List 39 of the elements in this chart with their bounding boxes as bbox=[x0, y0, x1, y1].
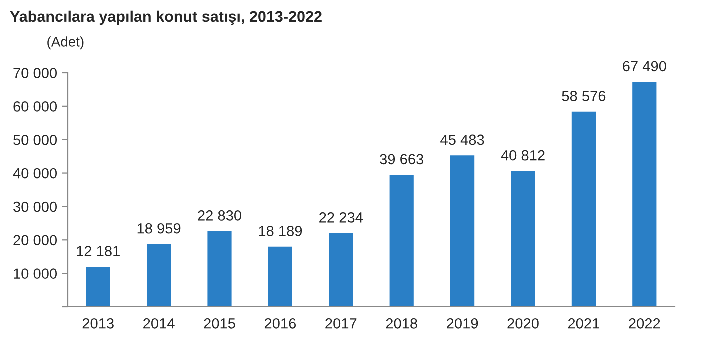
y-tick-label: 40 000 bbox=[13, 168, 58, 179]
data-label: 40 812 bbox=[501, 150, 545, 161]
y-tick-label: 20 000 bbox=[14, 235, 58, 246]
data-label: 18 189 bbox=[259, 226, 302, 236]
bar bbox=[388, 174, 416, 307]
bar bbox=[84, 266, 112, 307]
y-tick-label: 70 000 bbox=[14, 68, 58, 78]
y-tick-label: 30 000 bbox=[14, 202, 58, 212]
x-tick-label: 2015 bbox=[204, 318, 236, 329]
data-label: 22 830 bbox=[198, 210, 242, 221]
x-tick-label: 2014 bbox=[144, 318, 175, 329]
data-label: 18 959 bbox=[138, 223, 181, 234]
y-tick-label: 60 000 bbox=[14, 102, 58, 112]
bar bbox=[146, 242, 172, 307]
data-label: 67 490 bbox=[623, 61, 666, 72]
data-label: 39 663 bbox=[380, 154, 424, 165]
bar bbox=[449, 154, 476, 307]
data-label: 45 483 bbox=[440, 134, 484, 146]
x-tick-label: 2021 bbox=[568, 318, 600, 329]
bar bbox=[206, 230, 234, 307]
x-tick-label: 2019 bbox=[447, 318, 478, 329]
x-tick-label: 2018 bbox=[386, 318, 418, 329]
bar bbox=[328, 232, 355, 307]
bar bbox=[631, 80, 658, 307]
bar bbox=[570, 110, 598, 307]
x-tick-label: 2020 bbox=[508, 318, 539, 329]
bar bbox=[510, 170, 537, 307]
x-tick-label: 2017 bbox=[326, 318, 357, 329]
x-tick-label: 2022 bbox=[629, 318, 660, 329]
x-tick-label: 2016 bbox=[264, 318, 296, 329]
data-label: 58 576 bbox=[562, 91, 606, 102]
data-label: 12 181 bbox=[77, 246, 120, 256]
chart-title: Yabancılara yapılan konut satışı, 2013-2022 bbox=[10, 10, 322, 26]
data-label: 22 234 bbox=[320, 212, 364, 223]
x-tick-label: 2013 bbox=[82, 318, 114, 329]
bar bbox=[267, 246, 294, 307]
y-axis-title: (Adet) bbox=[48, 36, 84, 50]
y-tick-label: 50 000 bbox=[14, 134, 58, 146]
y-tick-label: 10 000 bbox=[14, 268, 58, 279]
